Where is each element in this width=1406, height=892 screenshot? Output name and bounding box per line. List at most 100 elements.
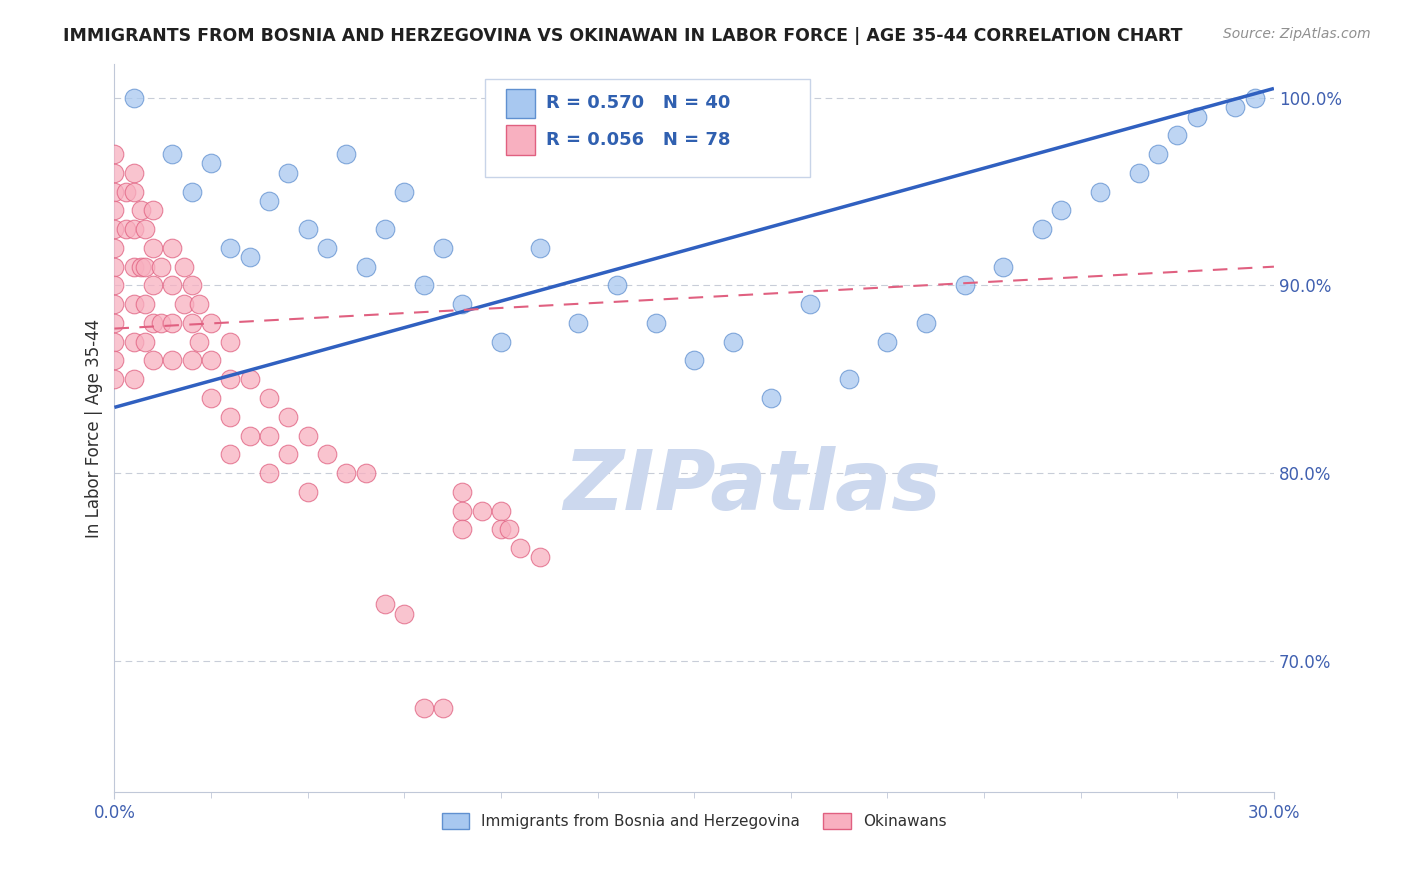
Point [297, 428, 319, 442]
Point [1166, 128, 1188, 143]
Point [122, 166, 145, 180]
Point [799, 297, 821, 311]
Point [1185, 110, 1208, 124]
Point [188, 297, 211, 311]
Point [335, 147, 357, 161]
Point [103, 260, 125, 274]
Point [162, 353, 184, 368]
Point [149, 260, 172, 274]
Point [134, 260, 156, 274]
Point [219, 409, 242, 424]
Point [354, 260, 377, 274]
Point [316, 241, 339, 255]
Point [115, 222, 138, 236]
Point [451, 522, 474, 536]
Point [239, 428, 262, 442]
Point [219, 447, 242, 461]
Point [122, 372, 145, 386]
Point [162, 241, 184, 255]
Point [498, 522, 520, 536]
Point [394, 607, 416, 621]
Point [277, 409, 299, 424]
Text: R = 0.056   N = 78: R = 0.056 N = 78 [546, 131, 730, 149]
Point [239, 372, 262, 386]
Point [993, 260, 1015, 274]
Point [297, 222, 319, 236]
Point [162, 278, 184, 293]
Point [142, 353, 165, 368]
Point [915, 316, 938, 330]
Point [173, 260, 195, 274]
Point [451, 484, 474, 499]
Point [335, 466, 357, 480]
Point [412, 278, 434, 293]
Point [219, 241, 242, 255]
Text: ZIPatlas: ZIPatlas [564, 446, 941, 527]
Point [103, 166, 125, 180]
Point [180, 185, 202, 199]
Point [412, 700, 434, 714]
Point [489, 503, 512, 517]
Point [200, 353, 222, 368]
Point [142, 316, 165, 330]
Point [1128, 166, 1150, 180]
Point [374, 598, 396, 612]
Point [180, 353, 202, 368]
Point [103, 316, 125, 330]
Point [239, 250, 262, 264]
FancyBboxPatch shape [485, 78, 810, 177]
Point [721, 334, 744, 349]
Point [103, 185, 125, 199]
Point [103, 334, 125, 349]
Point [219, 372, 242, 386]
Point [200, 316, 222, 330]
Point [200, 391, 222, 405]
Point [432, 700, 454, 714]
FancyBboxPatch shape [506, 88, 536, 118]
Point [103, 203, 125, 218]
Point [1225, 100, 1247, 114]
Point [1147, 147, 1170, 161]
Point [173, 297, 195, 311]
Point [103, 297, 125, 311]
Point [1031, 222, 1053, 236]
Point [131, 260, 153, 274]
Point [529, 550, 551, 565]
Point [122, 297, 145, 311]
Point [180, 278, 202, 293]
Point [257, 391, 280, 405]
Point [451, 503, 474, 517]
Point [316, 447, 339, 461]
Point [162, 316, 184, 330]
Point [451, 297, 474, 311]
Point [374, 222, 396, 236]
Point [297, 484, 319, 499]
Point [761, 391, 783, 405]
Point [257, 194, 280, 208]
Point [606, 278, 628, 293]
Point [149, 316, 172, 330]
Point [277, 447, 299, 461]
Point [122, 91, 145, 105]
Point [953, 278, 976, 293]
Point [122, 334, 145, 349]
Text: Source: ZipAtlas.com: Source: ZipAtlas.com [1223, 27, 1371, 41]
Point [103, 278, 125, 293]
Point [180, 316, 202, 330]
Point [257, 466, 280, 480]
Point [122, 185, 145, 199]
Point [876, 334, 898, 349]
Point [115, 185, 138, 199]
Point [142, 203, 165, 218]
FancyBboxPatch shape [506, 126, 536, 154]
Point [529, 241, 551, 255]
Point [122, 260, 145, 274]
Text: IMMIGRANTS FROM BOSNIA AND HERZEGOVINA VS OKINAWAN IN LABOR FORCE | AGE 35-44 CO: IMMIGRANTS FROM BOSNIA AND HERZEGOVINA V… [63, 27, 1182, 45]
Point [134, 334, 156, 349]
Point [683, 353, 706, 368]
Point [131, 203, 153, 218]
Point [1050, 203, 1073, 218]
Point [219, 334, 242, 349]
Point [432, 241, 454, 255]
Point [277, 166, 299, 180]
